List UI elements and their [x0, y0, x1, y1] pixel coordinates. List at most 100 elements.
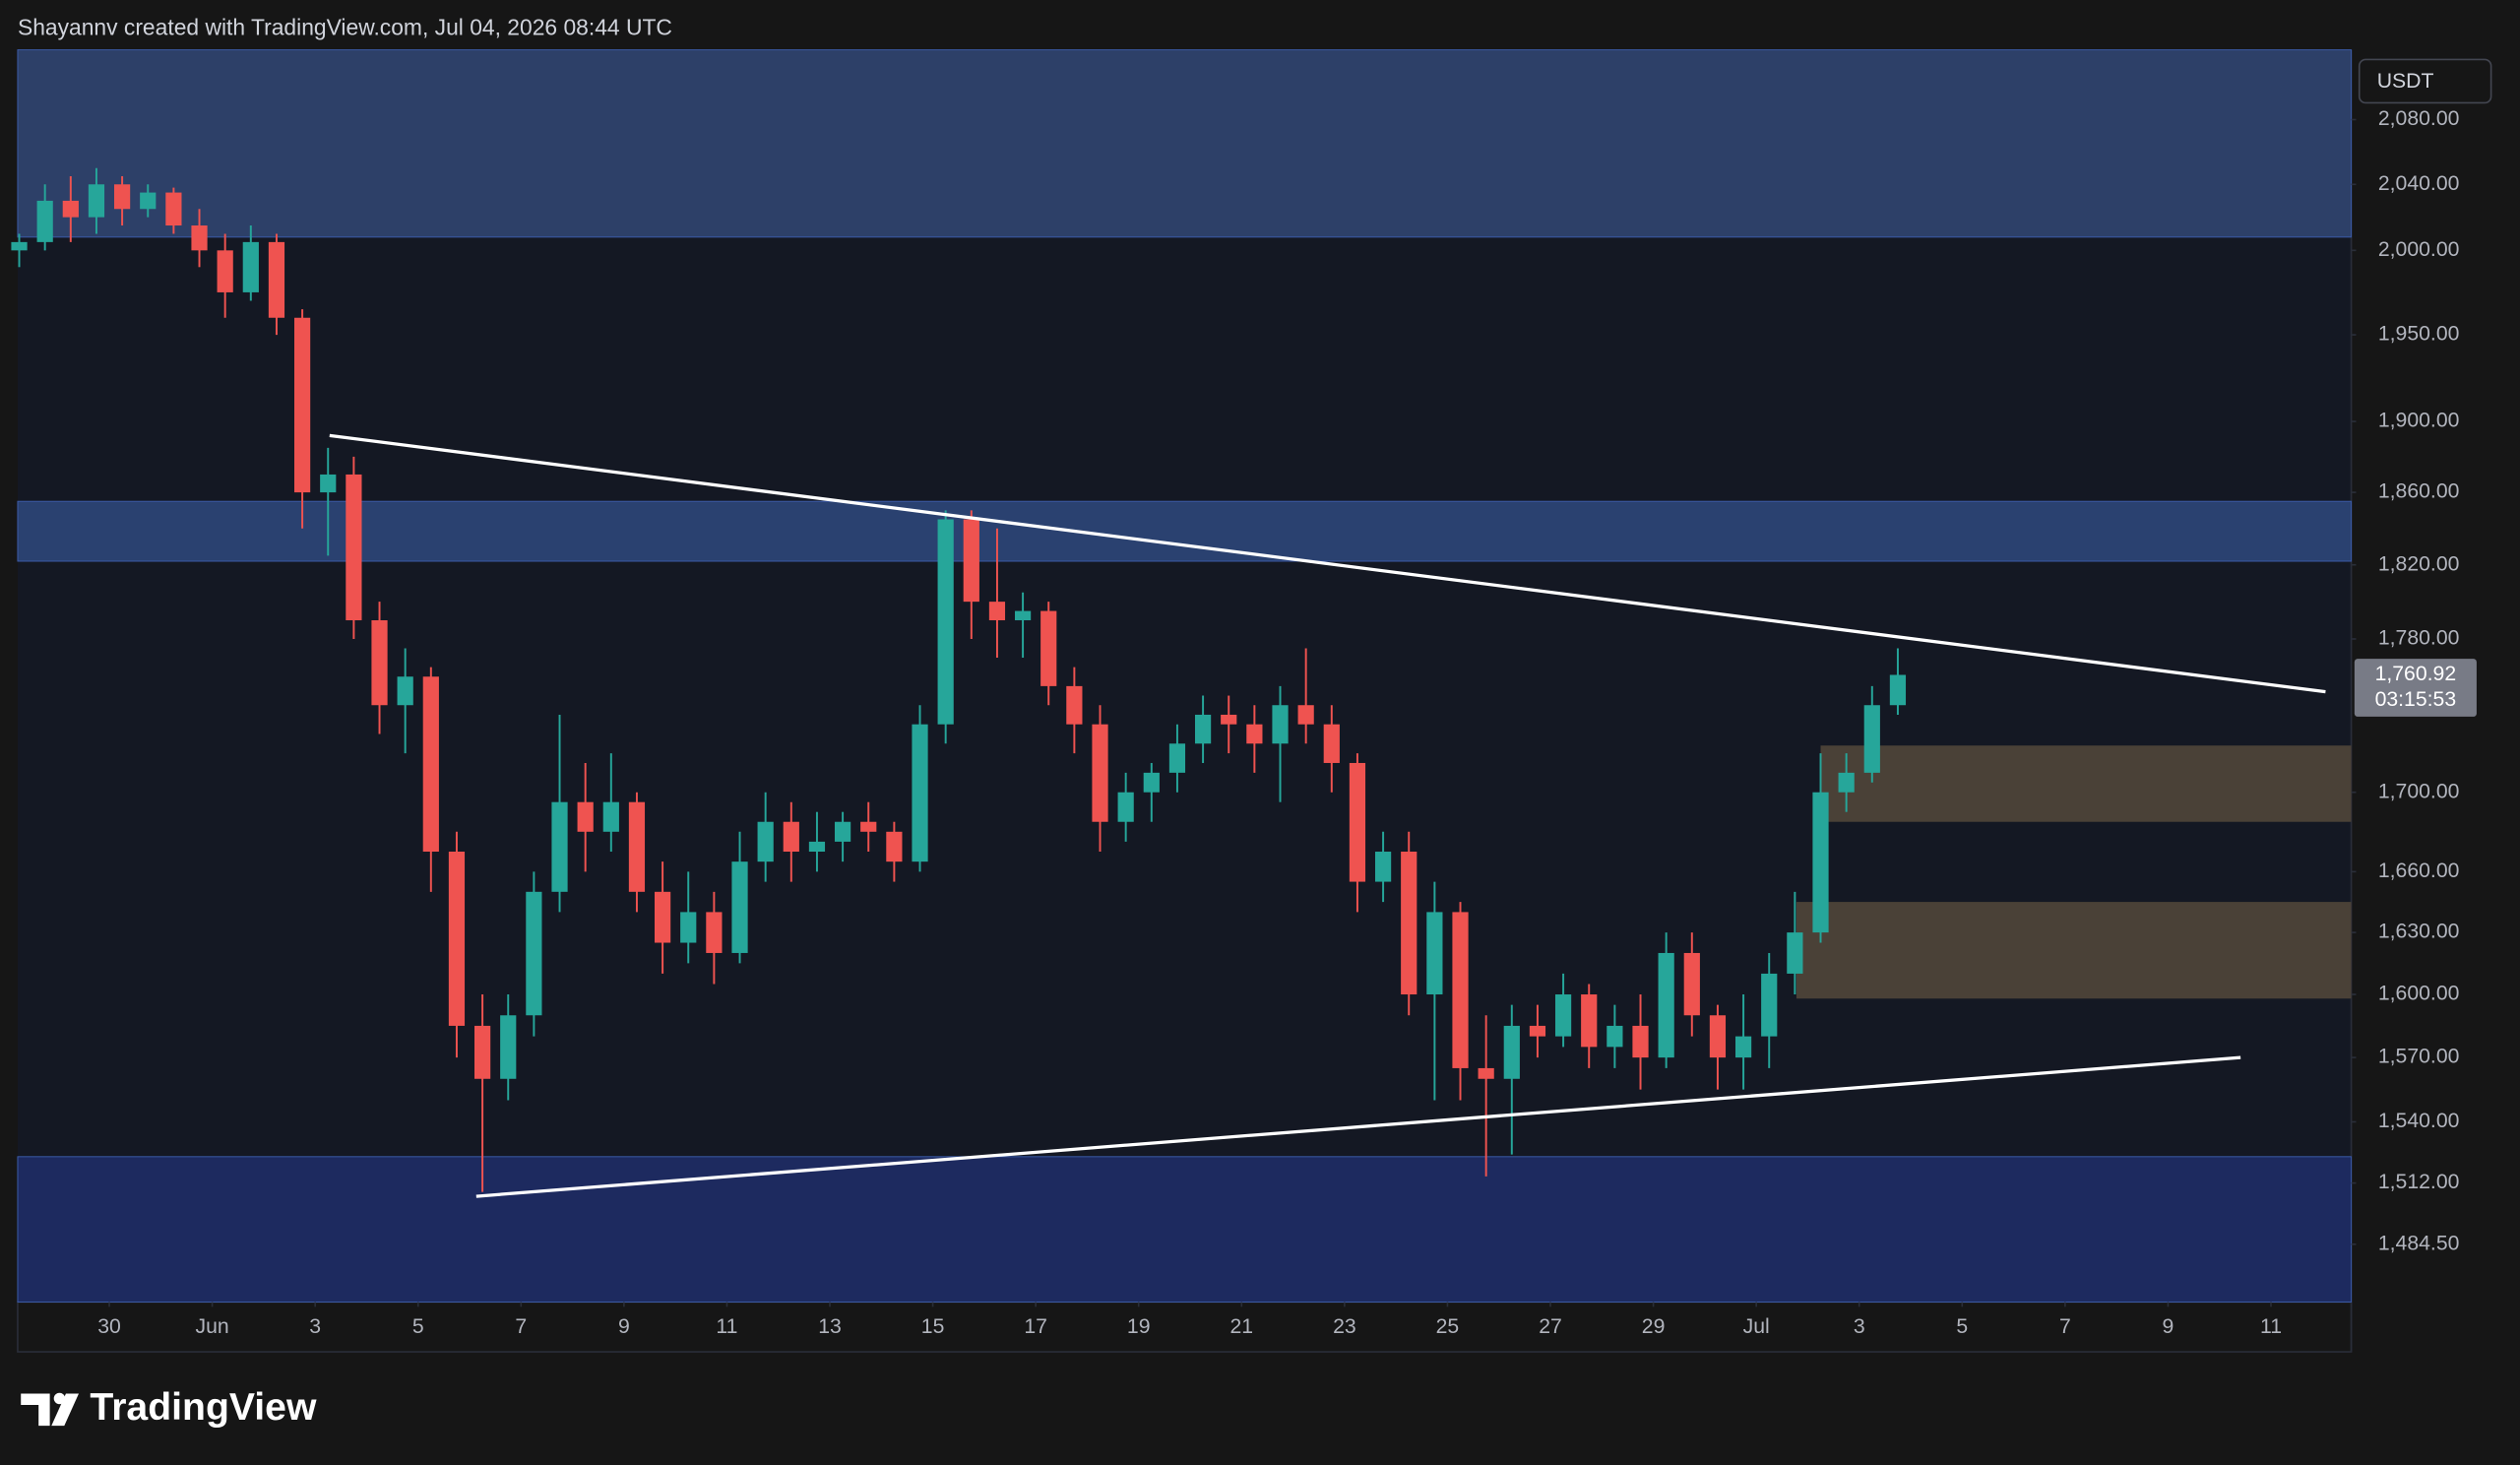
candle-body: [628, 801, 646, 892]
candle-body: [1761, 973, 1778, 1037]
y-tick-label: 1,630.00: [2378, 921, 2460, 943]
logo-text: TradingView: [90, 1386, 317, 1429]
logo-slash: [51, 1393, 80, 1427]
candle-body: [1529, 1025, 1546, 1037]
x-tick-label: 27: [1539, 1315, 1562, 1338]
y-tick-label: 1,660.00: [2378, 860, 2460, 882]
candle-body: [473, 1025, 491, 1079]
candle-body: [886, 831, 903, 862]
x-tick-label: 5: [412, 1315, 424, 1338]
zone: [17, 49, 2353, 238]
candle-body: [1143, 772, 1160, 793]
x-tick-label: Jul: [1743, 1315, 1770, 1338]
candle-body: [1426, 912, 1443, 995]
candle-body: [526, 891, 542, 1016]
y-tick-label: 1,540.00: [2378, 1110, 2460, 1132]
candle-body: [1452, 912, 1469, 1068]
candle-body: [912, 724, 928, 862]
last-price-box: [2354, 659, 2477, 717]
zone: [1796, 902, 2352, 999]
candle-body: [268, 241, 285, 318]
candle-body: [783, 821, 799, 853]
candle-body: [654, 891, 671, 943]
candle-body: [242, 241, 259, 292]
candle-body: [217, 250, 233, 292]
candle-body: [551, 801, 568, 892]
candle-body: [1092, 724, 1108, 822]
candle-body: [320, 474, 337, 493]
x-tick-label: 5: [1956, 1315, 1968, 1338]
candle-body: [1709, 1015, 1727, 1058]
candle-body: [371, 620, 388, 706]
currency: USDT: [2377, 70, 2434, 93]
countdown: 03:15:53: [2375, 688, 2457, 711]
x-tick-label: 9: [618, 1315, 630, 1338]
candle-body: [1812, 792, 1829, 933]
x-tick-label: 25: [1436, 1315, 1460, 1338]
candle-body: [1838, 772, 1855, 793]
candle-body: [1014, 610, 1032, 621]
x-tick-label: 7: [515, 1315, 527, 1338]
trendline: [475, 1055, 2241, 1198]
candle-body: [1066, 685, 1083, 725]
candle-body: [731, 861, 748, 953]
y-tick-label: 1,780.00: [2378, 627, 2460, 650]
candle-body: [1194, 714, 1212, 744]
candle-body: [1658, 952, 1674, 1058]
x-tick-label: 21: [1229, 1315, 1253, 1338]
candle-body: [988, 602, 1006, 621]
candle-body: [346, 474, 362, 621]
candle-body: [113, 184, 131, 210]
x-tick-label: 3: [1854, 1315, 1865, 1338]
x-tick-label: 7: [2059, 1315, 2071, 1338]
candle-body: [293, 317, 311, 493]
y-tick-label: 1,820.00: [2378, 552, 2460, 575]
x-tick-label: 11: [716, 1315, 737, 1338]
candle-body: [1632, 1025, 1649, 1058]
time-axis: [17, 1301, 2353, 1353]
candle-body: [500, 1015, 517, 1079]
candle-body: [1040, 610, 1057, 686]
x-tick-label: 19: [1127, 1315, 1151, 1338]
candle-body: [757, 821, 774, 862]
candle-body: [1323, 724, 1340, 763]
x-tick-label: 17: [1024, 1315, 1047, 1338]
x-tick-label: 11: [2260, 1315, 2282, 1338]
y-tick-label: 2,040.00: [2378, 172, 2460, 195]
candle-body: [1117, 792, 1134, 822]
candle-body: [1581, 994, 1598, 1048]
y-tick-label: 2,080.00: [2378, 107, 2460, 130]
y-tick-label: 1,860.00: [2378, 480, 2460, 503]
x-tick-label: 30: [97, 1315, 121, 1338]
y-tick-label: 1,600.00: [2378, 983, 2460, 1005]
candle-body: [602, 801, 619, 832]
candle-body: [448, 852, 466, 1026]
candle-body: [1606, 1025, 1623, 1048]
x-tick-label: 23: [1333, 1315, 1356, 1338]
candle-body: [834, 821, 851, 842]
x-tick-label: 29: [1642, 1315, 1666, 1338]
candle-body: [1221, 714, 1237, 725]
currency-box[interactable]: [2358, 58, 2492, 104]
trendline: [329, 433, 2326, 694]
candle-body: [191, 225, 208, 251]
candle-body: [62, 200, 79, 218]
candle-body: [1478, 1067, 1494, 1079]
candle-body: [577, 801, 594, 832]
logo: TradingView: [21, 1386, 317, 1429]
y-tick-label: 1,700.00: [2378, 780, 2460, 802]
plot-area: [17, 49, 2352, 1303]
candle-body: [1401, 852, 1418, 995]
candle-body: [1683, 952, 1700, 1016]
candle-body: [963, 519, 979, 603]
y-tick-label: 1,484.50: [2378, 1232, 2460, 1254]
logo-dot: [53, 1392, 66, 1405]
candle-body: [397, 676, 413, 706]
candle-body: [1863, 705, 1880, 773]
candle-body: [165, 192, 182, 226]
x-tick-label: 9: [2163, 1315, 2174, 1338]
candle-body: [1297, 705, 1314, 725]
zone: [1820, 745, 2352, 822]
candle-body: [1889, 674, 1907, 706]
